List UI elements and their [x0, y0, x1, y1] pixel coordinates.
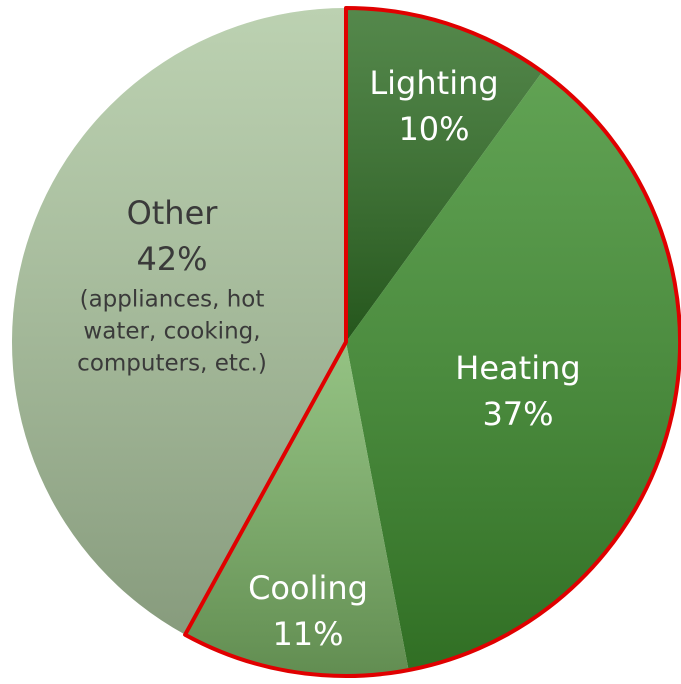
- value-label: 10%: [398, 110, 469, 148]
- slice-label: Lighting: [369, 64, 498, 102]
- slice-shade: [185, 342, 409, 677]
- slice-note: water, cooking,: [83, 319, 260, 345]
- slice-shade: [346, 71, 681, 671]
- slice-note: computers, etc.): [77, 351, 267, 377]
- value-label: 11%: [272, 615, 343, 653]
- slice-shade: [346, 8, 543, 342]
- value-label: 37%: [482, 395, 553, 433]
- slice-label: Cooling: [248, 569, 368, 607]
- pie: [11, 6, 681, 678]
- highlight-outline: [183, 6, 681, 678]
- slice-note: (appliances, hot: [80, 287, 265, 313]
- labels: Lighting 10% Heating 37% Cooling 11% Other 42% (…: [77, 64, 581, 653]
- value-label: 42%: [136, 240, 207, 278]
- slice-label: Other: [127, 194, 219, 232]
- slice-shade: [11, 8, 347, 635]
- slice-label: Heating: [455, 349, 580, 387]
